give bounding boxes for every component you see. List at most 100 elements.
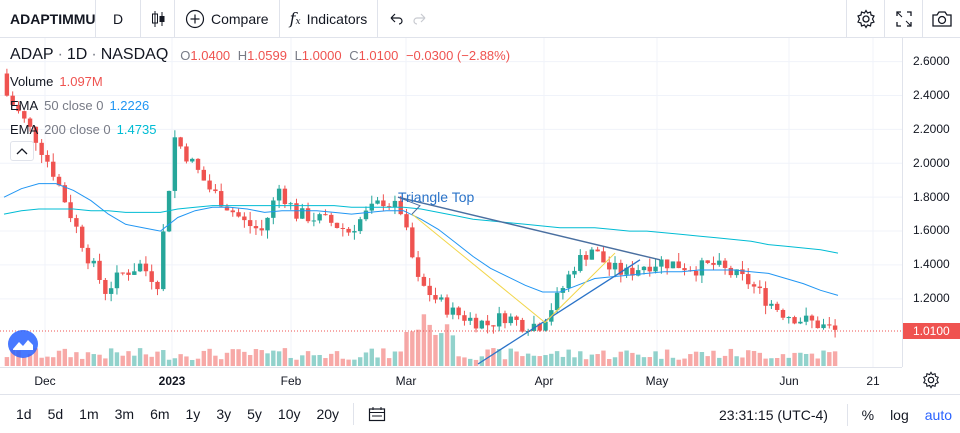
candle-body bbox=[717, 260, 722, 265]
ema50-legend-value: 1.2226 bbox=[109, 97, 150, 113]
range-5d-button[interactable]: 5d bbox=[47, 406, 64, 422]
candle-body bbox=[305, 208, 311, 222]
candle-body bbox=[4, 73, 10, 96]
candle-body bbox=[624, 267, 629, 275]
pattern-lower-line bbox=[477, 259, 641, 365]
ema50-legend-label[interactable]: EMA bbox=[10, 97, 39, 113]
log-scale-toggle[interactable]: log bbox=[890, 406, 909, 423]
camera-icon[interactable] bbox=[922, 0, 960, 38]
volume-bar bbox=[265, 353, 270, 366]
price-tick: 2.0000 bbox=[913, 156, 950, 170]
price-tick: 2.4000 bbox=[913, 88, 950, 102]
candle-body bbox=[479, 320, 485, 329]
ema200-legend-label[interactable]: EMA bbox=[10, 121, 39, 137]
range-3m-button[interactable]: 3m bbox=[114, 406, 135, 422]
range-1m-button[interactable]: 1m bbox=[79, 406, 99, 422]
candle-body bbox=[809, 315, 815, 321]
interval-button[interactable]: D bbox=[96, 0, 141, 38]
volume-bar bbox=[22, 357, 27, 366]
volume-bar bbox=[769, 358, 774, 366]
candle-body bbox=[728, 267, 734, 276]
range-3y-button[interactable]: 3y bbox=[216, 406, 232, 422]
range-5y-button[interactable]: 5y bbox=[247, 406, 262, 422]
candle-body bbox=[554, 292, 560, 311]
legend-collapse-button[interactable] bbox=[10, 141, 34, 161]
candle-body bbox=[381, 200, 386, 207]
axis-settings-gear-icon[interactable] bbox=[922, 371, 940, 389]
last-price-tag: 1.0100 bbox=[903, 323, 960, 339]
volume-legend-label[interactable]: Volume bbox=[10, 73, 54, 89]
volume-bar bbox=[809, 353, 815, 366]
volume-bar bbox=[427, 324, 432, 366]
volume-bar bbox=[218, 359, 224, 366]
range-6m-button[interactable]: 6m bbox=[150, 406, 170, 422]
auto-scale-toggle[interactable]: auto bbox=[924, 406, 952, 423]
candle-body bbox=[184, 146, 189, 162]
candle-body bbox=[334, 222, 340, 228]
candle-body bbox=[149, 271, 154, 282]
volume-bar bbox=[641, 357, 647, 366]
candle-body bbox=[410, 227, 415, 258]
range-1y-button[interactable]: 1y bbox=[185, 406, 201, 422]
candle-body bbox=[271, 200, 276, 218]
pattern-upper-line bbox=[397, 196, 661, 261]
candle-body bbox=[392, 200, 398, 208]
plus-circle-icon bbox=[185, 9, 205, 28]
candle-body bbox=[496, 313, 502, 327]
triangle-top-label[interactable]: Triangle Top bbox=[398, 189, 475, 205]
volume-bar bbox=[502, 359, 508, 366]
candle-body bbox=[473, 317, 479, 329]
tradingview-logo-icon[interactable] bbox=[8, 330, 38, 358]
candle-body bbox=[774, 303, 780, 310]
percent-scale-toggle[interactable]: % bbox=[861, 406, 875, 423]
settings-gear-icon[interactable] bbox=[846, 0, 884, 38]
volume-bar bbox=[27, 354, 33, 366]
price-tick: 1.8000 bbox=[913, 190, 950, 204]
range-10y-button[interactable]: 10y bbox=[277, 406, 301, 422]
candle-body bbox=[589, 249, 595, 260]
volume-bar bbox=[583, 359, 589, 366]
price-tick: 2.2000 bbox=[913, 122, 950, 136]
price-axis[interactable]: 2.6000 2.4000 2.2000 2.0000 1.8000 1.600… bbox=[902, 38, 960, 367]
timezone-clock[interactable]: 23:31:15 (UTC-4) bbox=[719, 406, 828, 423]
chart-type-candles-icon[interactable] bbox=[141, 0, 175, 38]
candle-body bbox=[265, 217, 270, 231]
symbol-search-button[interactable]: ADAPTIMMUNE bbox=[0, 0, 96, 38]
indicators-button[interactable]: fx Indicators bbox=[280, 0, 379, 38]
candle-body bbox=[282, 188, 288, 205]
candle-body bbox=[27, 118, 33, 127]
volume-bar bbox=[161, 350, 166, 366]
candle-body bbox=[259, 228, 264, 231]
compare-button[interactable]: Compare bbox=[175, 0, 280, 38]
volume-bar bbox=[746, 350, 751, 366]
candle-body bbox=[612, 262, 618, 270]
candle-body bbox=[56, 176, 62, 186]
redo-icon[interactable] bbox=[411, 10, 429, 28]
candle-body bbox=[693, 270, 699, 276]
volume-bar bbox=[224, 352, 230, 366]
volume-bar bbox=[155, 351, 160, 366]
volume-bar bbox=[410, 331, 415, 366]
volume-bar bbox=[543, 355, 548, 366]
volume-bar bbox=[404, 331, 409, 366]
volume-bar bbox=[386, 358, 392, 366]
legend-ticker[interactable]: ADAP bbox=[10, 46, 54, 63]
candle-body bbox=[433, 295, 438, 300]
volume-bar bbox=[300, 355, 305, 366]
goto-date-calendar-icon[interactable] bbox=[360, 395, 394, 433]
candle-body bbox=[213, 189, 218, 192]
volume-bar bbox=[473, 359, 479, 366]
volume-bar bbox=[282, 348, 288, 366]
candle-body bbox=[346, 228, 351, 233]
volume-bar bbox=[450, 335, 456, 366]
range-20y-button[interactable]: 20y bbox=[316, 406, 340, 422]
time-axis[interactable]: Dec 2023 Feb Mar Apr May Jun 21 bbox=[0, 367, 902, 393]
price-tick: 2.6000 bbox=[913, 54, 950, 68]
volume-bar bbox=[352, 359, 357, 366]
undo-icon[interactable] bbox=[387, 10, 405, 28]
range-1d-button[interactable]: 1d bbox=[16, 406, 32, 422]
volume-bar bbox=[242, 351, 247, 366]
fullscreen-icon[interactable] bbox=[884, 0, 922, 38]
compare-label: Compare bbox=[211, 10, 269, 27]
